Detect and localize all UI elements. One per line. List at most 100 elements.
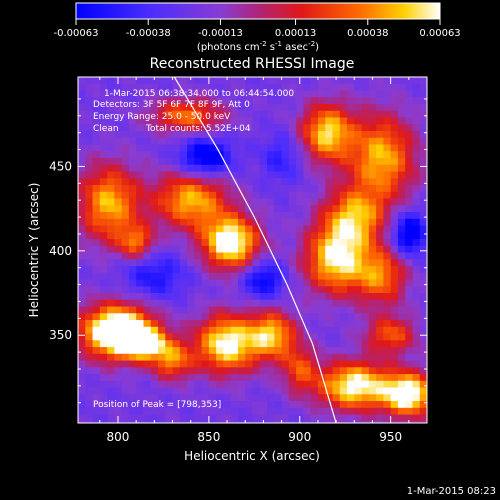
heatmap-pixel <box>245 326 254 335</box>
heatmap-pixel <box>107 320 115 328</box>
heatmap-pixel <box>187 137 195 146</box>
heatmap-pixel <box>419 178 427 186</box>
heatmap-pixel <box>361 347 370 355</box>
heatmap-pixel <box>114 313 123 321</box>
heatmap-pixel <box>143 306 152 314</box>
heatmap-pixel <box>252 131 261 139</box>
heatmap-pixel <box>208 259 217 267</box>
heatmap-pixel <box>143 185 152 193</box>
heatmap-pixel <box>143 313 152 321</box>
heatmap-pixel <box>252 347 261 355</box>
heatmap-pixel <box>187 394 195 402</box>
heatmap-pixel <box>296 407 304 416</box>
heatmap-pixel <box>267 117 275 125</box>
heatmap-pixel <box>252 306 261 314</box>
heatmap-pixel <box>136 158 145 166</box>
heatmap-pixel <box>216 191 225 200</box>
heatmap-pixel <box>157 380 166 389</box>
heatmap-pixel <box>223 320 232 328</box>
heatmap-pixel <box>259 394 268 402</box>
annotation-peak-position: Position of Peak = [798,353] <box>93 400 221 410</box>
heatmap-pixel <box>245 110 254 119</box>
heatmap-pixel <box>99 340 108 348</box>
heatmap-pixel <box>419 353 427 362</box>
heatmap-pixel <box>237 144 246 152</box>
heatmap-pixel <box>259 360 268 368</box>
heatmap-pixel <box>347 117 355 125</box>
heatmap-pixel <box>325 171 334 179</box>
heatmap-pixel <box>347 164 355 173</box>
heatmap-pixel <box>157 421 166 423</box>
heatmap-pixel <box>288 252 297 260</box>
heatmap-pixel <box>172 212 181 220</box>
heatmap-pixel <box>361 340 370 348</box>
heatmap-pixel <box>397 394 406 402</box>
heatmap-pixel <box>252 380 261 389</box>
heatmap-pixel <box>172 83 181 92</box>
heatmap-pixel <box>172 131 181 139</box>
heatmap-pixel <box>78 110 86 119</box>
heatmap-pixel <box>317 124 326 132</box>
heatmap-pixel <box>376 380 384 389</box>
heatmap-pixel <box>339 198 348 206</box>
heatmap-pixel <box>296 245 304 254</box>
heatmap-pixel <box>136 191 145 200</box>
heatmap-pixel <box>332 299 341 308</box>
heatmap-pixel <box>165 131 174 139</box>
heatmap-pixel <box>245 218 254 227</box>
heatmap-pixel <box>376 83 384 92</box>
heatmap-pixel <box>136 353 145 362</box>
heatmap-pixel <box>99 414 108 422</box>
heatmap-pixel <box>252 333 261 341</box>
heatmap-pixel <box>332 407 341 416</box>
heatmap-pixel <box>107 401 115 409</box>
heatmap-pixel <box>128 171 137 179</box>
heatmap-pixel <box>267 158 275 166</box>
heatmap-pixel <box>332 178 341 186</box>
heatmap-pixel <box>194 104 203 112</box>
heatmap-pixel <box>223 218 232 227</box>
heatmap-pixel <box>136 77 145 85</box>
heatmap-pixel <box>361 320 370 328</box>
heatmap-pixel <box>128 137 137 146</box>
heatmap-pixel <box>325 218 334 227</box>
heatmap-pixel <box>201 171 210 179</box>
heatmap-pixel <box>303 104 312 112</box>
heatmap-pixel <box>99 245 108 254</box>
heatmap-pixel <box>114 137 123 146</box>
heatmap-pixel <box>347 131 355 139</box>
heatmap-pixel <box>194 299 203 308</box>
heatmap-pixel <box>339 279 348 287</box>
heatmap-pixel <box>317 313 326 321</box>
heatmap-pixel <box>397 326 406 335</box>
heatmap-pixel <box>194 185 203 193</box>
heatmap-pixel <box>288 151 297 159</box>
heatmap-pixel <box>114 124 123 132</box>
heatmap-pixel <box>339 380 348 389</box>
heatmap-pixel <box>274 347 283 355</box>
heatmap-pixel <box>390 151 399 159</box>
heatmap-pixel <box>172 104 181 112</box>
heatmap-pixel <box>150 306 159 314</box>
heatmap-pixel <box>230 279 239 287</box>
heatmap-pixel <box>405 414 414 422</box>
heatmap-pixel <box>339 171 348 179</box>
heatmap-pixel <box>78 272 86 281</box>
heatmap-pixel <box>187 299 195 308</box>
heatmap-pixel <box>405 306 414 314</box>
heatmap-pixel <box>107 239 115 247</box>
heatmap-pixel <box>114 279 123 287</box>
heatmap-pixel <box>267 347 275 355</box>
heatmap-pixel <box>383 164 392 173</box>
heatmap-pixel <box>107 266 115 274</box>
heatmap-pixel <box>303 83 312 92</box>
heatmap-pixel <box>121 401 130 409</box>
heatmap-pixel <box>288 380 297 389</box>
heatmap-pixel <box>143 131 152 139</box>
heatmap-pixel <box>78 225 86 233</box>
heatmap-pixel <box>172 144 181 152</box>
heatmap-pixel <box>114 225 123 233</box>
heatmap-pixel <box>412 407 421 416</box>
heatmap-pixel <box>114 266 123 274</box>
heatmap-pixel <box>259 407 268 416</box>
